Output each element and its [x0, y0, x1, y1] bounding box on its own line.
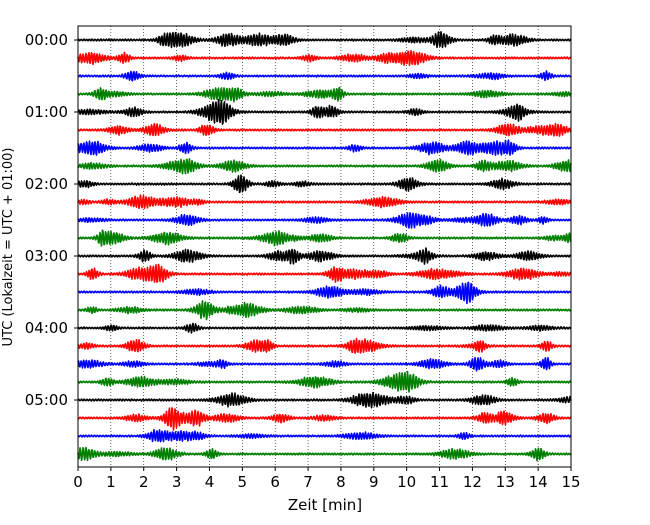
seismic-traces	[77, 30, 572, 462]
seismic-trace	[77, 446, 572, 462]
x-tick-label: 2	[139, 473, 149, 491]
x-tick-label: 13	[496, 473, 515, 491]
seismic-trace	[77, 49, 572, 67]
x-tick-label: 15	[561, 473, 580, 491]
seismic-trace	[77, 356, 572, 372]
seismic-trace	[77, 337, 572, 354]
seismic-trace	[77, 139, 572, 156]
y-axis-label: UTC (Lokalzeit = UTC + 01:00)	[1, 148, 16, 347]
x-tick-label: 1	[106, 473, 116, 491]
seismic-trace	[77, 194, 572, 210]
seismic-trace	[77, 428, 572, 443]
seismic-trace	[77, 247, 572, 265]
x-tick-label: 7	[303, 473, 313, 491]
seismic-trace	[77, 158, 572, 175]
x-tick-label: 11	[430, 473, 449, 491]
seismic-trace	[77, 407, 572, 431]
seismic-trace	[77, 98, 572, 125]
seismic-trace	[77, 322, 572, 334]
x-axis-ticks: 0 1 2 3 4 5 6 7 8 9 10 11 12 13 14 15	[73, 467, 581, 491]
x-tick-label: 10	[397, 473, 416, 491]
seismic-trace	[77, 370, 572, 393]
seismic-trace	[77, 281, 572, 305]
y-tick-label: 04:00	[25, 319, 68, 337]
seismic-trace	[77, 70, 572, 82]
seismic-trace	[77, 229, 572, 247]
y-tick-label: 02:00	[25, 175, 68, 193]
x-tick-label: 4	[205, 473, 215, 491]
seismic-trace	[77, 122, 572, 137]
seismic-trace	[77, 300, 572, 321]
y-tick-label: 05:00	[25, 391, 68, 409]
y-tick-label: 00:00	[25, 31, 68, 49]
x-tick-label: 12	[463, 473, 482, 491]
x-tick-label: 3	[172, 473, 182, 491]
x-tick-label: 14	[529, 473, 548, 491]
seismic-trace	[77, 30, 572, 49]
seismic-trace	[77, 391, 572, 409]
x-axis-label: Zeit [min]	[288, 496, 362, 514]
y-axis-ticks: 00:00 01:00 02:00 03:00 04:00 05:00	[25, 31, 78, 409]
seismic-trace	[77, 212, 572, 229]
x-tick-label: 6	[270, 473, 280, 491]
seismic-trace	[77, 86, 572, 103]
x-tick-label: 8	[336, 473, 346, 491]
seismic-trace	[77, 174, 572, 194]
x-tick-label: 0	[73, 473, 83, 491]
y-tick-label: 01:00	[25, 103, 68, 121]
y-tick-label: 03:00	[25, 247, 68, 265]
seismic-trace	[77, 263, 572, 283]
x-tick-label: 9	[369, 473, 379, 491]
x-tick-label: 5	[238, 473, 248, 491]
plot-frame	[77, 25, 572, 468]
